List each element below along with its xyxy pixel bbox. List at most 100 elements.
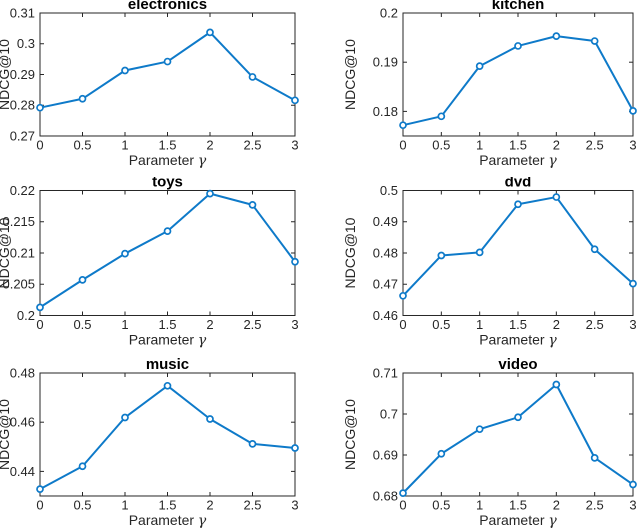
data-point-marker [78, 275, 87, 284]
x-tick-label: 3 [291, 317, 298, 332]
y-tick-label: 0.48 [10, 366, 35, 381]
data-point-marker [629, 279, 637, 288]
x-tick-label: 0 [399, 137, 406, 152]
x-axis-label: Parameter γ [479, 331, 557, 348]
x-tick-label: 1 [476, 317, 483, 332]
gamma-symbol: γ [198, 332, 207, 348]
data-point-marker [552, 192, 561, 201]
axes-box [39, 12, 296, 137]
x-tick-label: 1.5 [509, 498, 527, 513]
data-point-marker [475, 62, 484, 70]
x-axis-label-text: Parameter [129, 152, 198, 168]
subplot-kitchen: 0 0.5 1 1.5 2 2.5 3 0.18 0.19 0.2 kitchen NDCG@10 Pa… [342, 0, 637, 169]
y-axis-label: NDCG@10 [342, 39, 358, 110]
y-tick-label: 0.49 [373, 214, 398, 229]
data-point-marker [629, 480, 637, 489]
data-point-marker [291, 257, 299, 266]
data-series-line [39, 192, 296, 309]
x-tick-label: 0 [36, 317, 43, 332]
data-point-marker [399, 489, 407, 498]
data-point-marker [248, 73, 257, 81]
data-point-marker [475, 248, 484, 256]
data-series-line [402, 195, 634, 297]
x-tick-label: 1.5 [158, 498, 176, 513]
data-point-marker [248, 200, 257, 209]
x-tick-label: 0 [36, 498, 43, 513]
y-tick-label: 0.21 [10, 245, 35, 260]
data-point-marker [36, 485, 44, 494]
data-point-marker [291, 444, 299, 453]
y-tick-label: 0.215 [2, 214, 35, 229]
y-axis-label: NDCG@10 [342, 399, 358, 470]
y-axis-label: NDCG@10 [0, 399, 12, 470]
x-tick-label: 2.5 [586, 498, 604, 513]
y-tick-label: 0.47 [373, 276, 398, 291]
x-tick-label: 1.5 [158, 317, 176, 332]
data-point-marker [514, 200, 522, 208]
gamma-symbol: γ [198, 153, 207, 169]
data-point-marker [78, 94, 87, 103]
x-tick-label: 2 [553, 498, 560, 513]
subplot-video: 0 0.5 1 1.5 2 2.5 3 0.68 0.69 0.7 0.71 video NDCG@10… [342, 356, 637, 529]
x-tick-label: 1 [121, 137, 128, 152]
x-tick-label: 1 [476, 137, 483, 152]
data-point-marker [248, 440, 257, 449]
y-tick-label: 0.69 [373, 448, 398, 463]
subplot-electronics: 0 0.5 1 1.5 2 2.5 3 0.27 0.28 0.29 0.3 0.31 electron… [0, 0, 299, 169]
axes-box [39, 372, 296, 497]
data-point-marker [437, 450, 446, 458]
x-tick-label: 3 [629, 137, 636, 152]
x-tick-label: 3 [291, 137, 298, 152]
y-tick-label: 0.71 [373, 366, 398, 381]
y-axis-label: NDCG@10 [0, 217, 12, 288]
x-axis-label-text: Parameter [129, 512, 198, 528]
data-point-marker [475, 425, 484, 434]
subplot-dvd: 0 0.5 1 1.5 2 2.5 3 0.46 0.47 0.48 0.49 0.5 dvd NDCG@… [342, 177, 637, 348]
y-tick-label: 0.44 [10, 464, 35, 479]
y-tick-label: 0.28 [10, 98, 35, 113]
data-point-marker [163, 382, 172, 390]
y-tick-label: 0.68 [373, 489, 398, 504]
x-tick-label: 1 [121, 498, 128, 513]
gamma-symbol: γ [198, 513, 207, 529]
y-tick-label: 0.3 [17, 36, 35, 51]
x-axis-label-text: Parameter [479, 152, 548, 168]
x-axis-label: Parameter γ [479, 152, 557, 169]
x-tick-label: 3 [629, 498, 636, 513]
data-point-marker [437, 112, 446, 121]
x-tick-label: 2 [206, 498, 213, 513]
x-tick-label: 0 [36, 137, 43, 152]
data-series-line [39, 31, 296, 109]
data-point-marker [163, 226, 172, 235]
x-tick-label: 0 [399, 498, 406, 513]
data-point-marker [206, 28, 214, 37]
plot-title: kitchen [492, 0, 544, 13]
data-point-marker [206, 415, 214, 424]
x-tick-label: 2.5 [243, 498, 261, 513]
y-tick-label: 0.31 [10, 5, 35, 20]
data-point-marker [36, 103, 44, 112]
y-tick-label: 0.7 [380, 407, 398, 422]
x-tick-label: 0.5 [432, 137, 450, 152]
y-tick-label: 0.46 [10, 415, 35, 430]
x-tick-label: 2 [553, 137, 560, 152]
data-point-marker [590, 454, 599, 463]
data-point-marker [590, 37, 599, 45]
data-point-marker [121, 66, 129, 75]
x-tick-label: 2 [553, 317, 560, 332]
x-tick-label: 0.5 [73, 317, 91, 332]
x-tick-label: 1.5 [158, 137, 176, 152]
x-tick-label: 0.5 [432, 498, 450, 513]
x-tick-label: 2 [206, 317, 213, 332]
x-axis-label: Parameter γ [129, 331, 207, 348]
data-point-marker [514, 42, 522, 50]
x-tick-label: 2 [206, 137, 213, 152]
gamma-symbol: γ [548, 153, 557, 169]
data-point-marker [121, 413, 129, 422]
y-tick-label: 0.2 [17, 308, 35, 323]
x-tick-label: 0 [399, 317, 406, 332]
y-tick-label: 0.18 [373, 104, 398, 119]
data-point-marker [437, 251, 446, 260]
x-tick-label: 3 [291, 498, 298, 513]
x-axis-label-text: Parameter [129, 331, 198, 347]
